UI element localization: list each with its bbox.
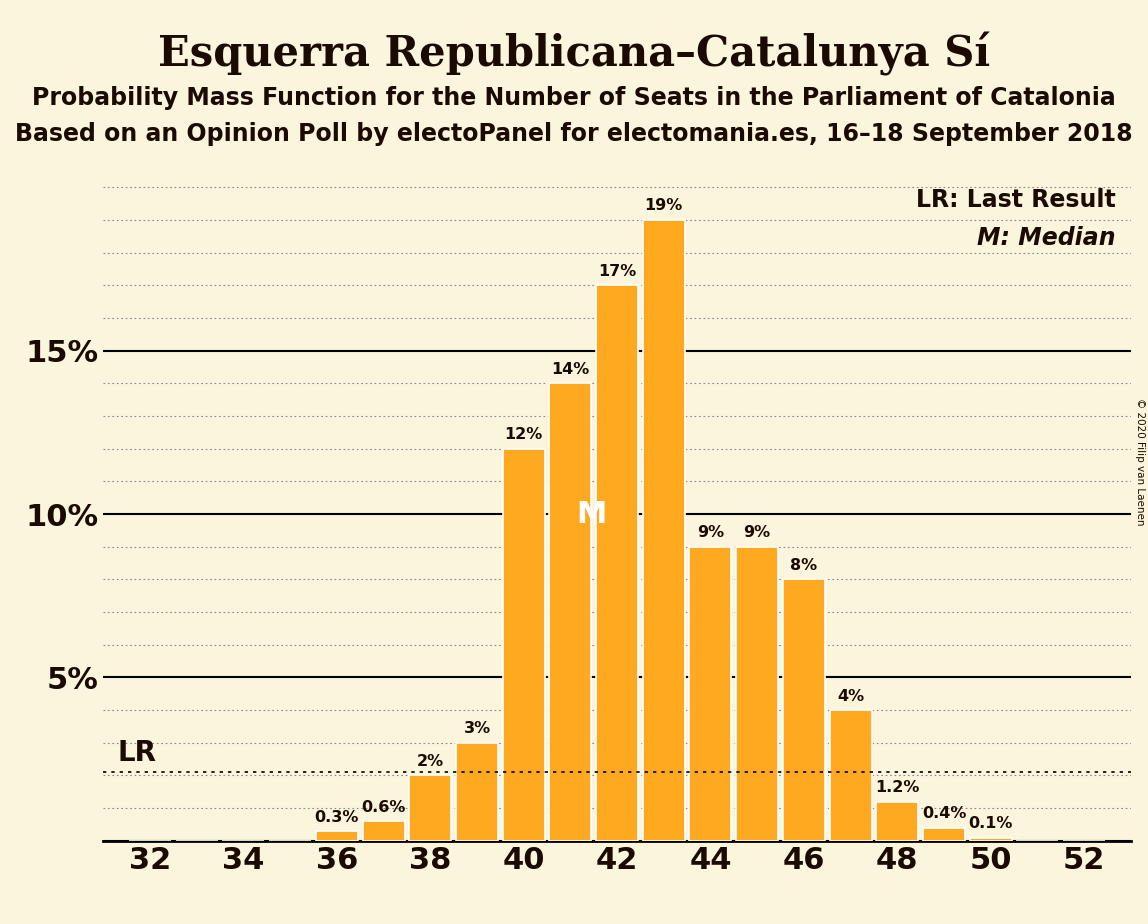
Text: 3%: 3% <box>464 722 490 736</box>
Text: 14%: 14% <box>551 362 589 377</box>
Text: Based on an Opinion Poll by electoPanel for electomania.es, 16–18 September 2018: Based on an Opinion Poll by electoPanel … <box>15 122 1133 146</box>
Bar <box>550 383 591 841</box>
Text: 4%: 4% <box>837 688 864 703</box>
Bar <box>970 837 1011 841</box>
Text: 9%: 9% <box>697 525 724 541</box>
Text: M: M <box>576 500 606 529</box>
Text: Probability Mass Function for the Number of Seats in the Parliament of Catalonia: Probability Mass Function for the Number… <box>32 86 1116 110</box>
Bar <box>876 802 918 841</box>
Text: 0.1%: 0.1% <box>969 816 1013 831</box>
Text: 0.6%: 0.6% <box>362 799 405 815</box>
Text: 0.3%: 0.3% <box>315 809 359 824</box>
Bar <box>596 286 638 841</box>
Bar <box>643 220 684 841</box>
Text: 1.2%: 1.2% <box>875 780 920 795</box>
Bar <box>363 821 404 841</box>
Text: 0.4%: 0.4% <box>922 807 967 821</box>
Bar <box>456 743 498 841</box>
Bar <box>830 711 871 841</box>
Text: 19%: 19% <box>645 199 683 213</box>
Bar <box>783 579 825 841</box>
Bar <box>409 775 451 841</box>
Text: Esquerra Republicana–Catalunya Sí: Esquerra Republicana–Catalunya Sí <box>158 32 990 77</box>
Text: LR: Last Result: LR: Last Result <box>916 188 1116 212</box>
Bar <box>736 547 778 841</box>
Bar <box>316 831 358 841</box>
Text: M: Median: M: Median <box>977 225 1116 249</box>
Text: 12%: 12% <box>504 427 543 443</box>
Text: © 2020 Filip van Laenen: © 2020 Filip van Laenen <box>1135 398 1145 526</box>
Bar <box>503 449 544 841</box>
Bar <box>690 547 731 841</box>
Bar <box>923 828 965 841</box>
Text: 2%: 2% <box>417 754 444 769</box>
Text: 8%: 8% <box>790 558 817 573</box>
Text: LR: LR <box>117 739 156 767</box>
Text: 9%: 9% <box>744 525 770 541</box>
Text: 17%: 17% <box>598 263 636 279</box>
